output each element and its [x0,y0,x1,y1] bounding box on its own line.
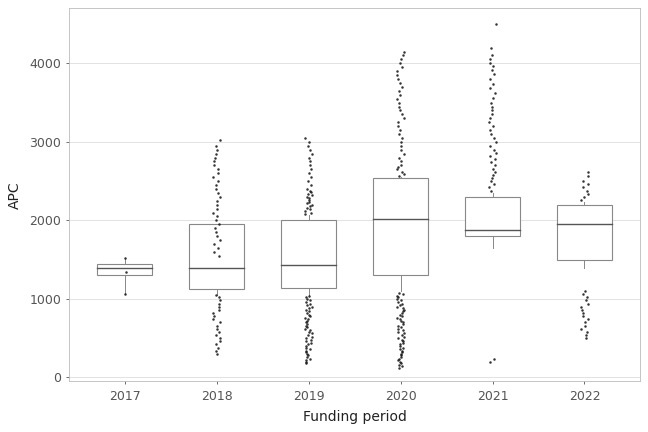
Bar [373,178,428,275]
Bar [281,219,336,288]
Bar [465,197,520,236]
X-axis label: Funding period: Funding period [303,410,406,424]
Bar [189,224,244,289]
Bar [97,264,152,275]
Bar [557,205,612,260]
Y-axis label: APC: APC [8,181,22,209]
